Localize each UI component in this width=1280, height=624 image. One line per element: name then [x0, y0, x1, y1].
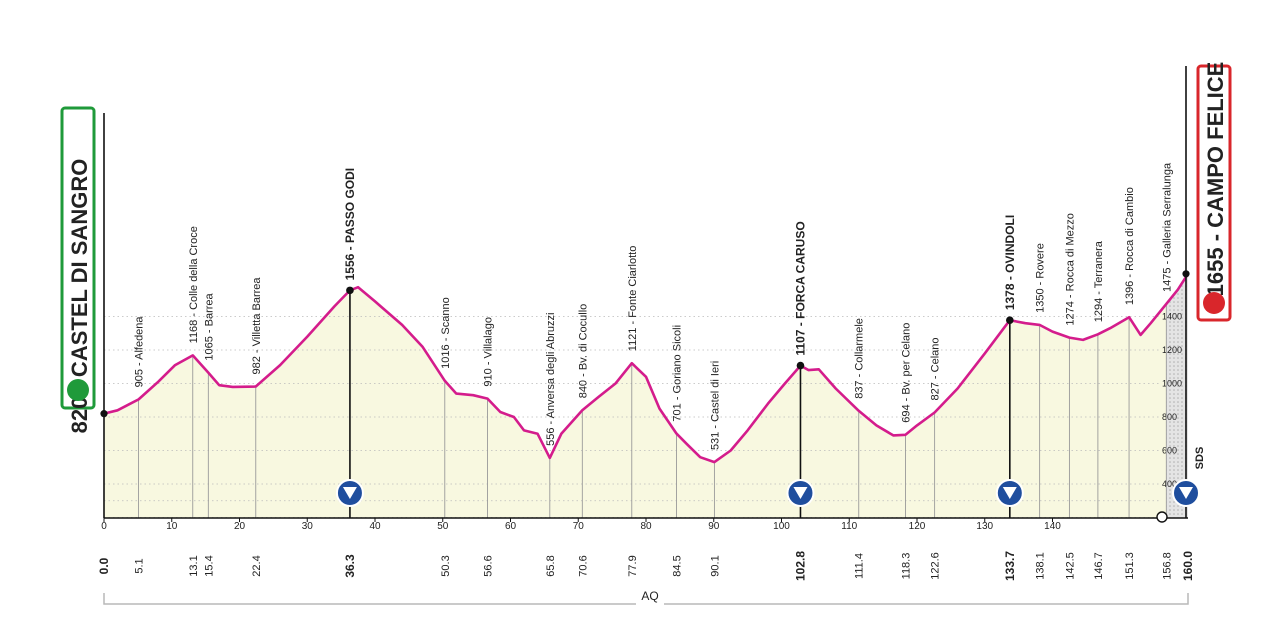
finish-dot	[1182, 270, 1190, 278]
km-label: 111.4	[854, 553, 866, 579]
y-tick-label: 1200	[1162, 345, 1182, 355]
place-label: 910 - Villalago	[482, 317, 494, 387]
y-tick-label: 1400	[1162, 312, 1182, 322]
place-label: 1350 - Rovere	[1035, 243, 1047, 313]
km-label: 146.7	[1093, 552, 1105, 580]
place-label: 982 - Villetta Barrea	[251, 277, 263, 375]
summit-dot	[346, 286, 354, 295]
km-label: 0.0	[97, 557, 111, 574]
climb-marker-triangle	[1002, 487, 1017, 499]
y-tick-label: 800	[1162, 412, 1177, 422]
km-label: 138.1	[1035, 552, 1047, 580]
place-label: 1065 - Barrea	[203, 292, 215, 360]
x-tick-label: 110	[841, 521, 857, 532]
place-label: 1168 - Colle della Croce	[188, 226, 200, 343]
km-label: 156.8	[1161, 552, 1173, 580]
km-label: 102.8	[793, 551, 807, 581]
km-label: 50.3	[440, 555, 452, 576]
start-dot	[100, 410, 108, 418]
climb-marker-icon	[786, 479, 815, 507]
x-tick-label: 70	[573, 521, 585, 532]
x-tick-label: 140	[1044, 521, 1061, 532]
km-label: 15.4	[203, 555, 215, 576]
profile-line	[103, 273, 1190, 464]
profile-area	[104, 273, 1188, 518]
km-label: 90.1	[709, 555, 721, 576]
x-tick-label: 50	[437, 521, 449, 532]
finish-label: 1655 - CAMPO FELICE	[1203, 62, 1228, 297]
x-tick-label: 30	[302, 521, 314, 532]
place-label: 1475 - Galleria Serralunga	[1161, 162, 1173, 292]
x-tick-label: 10	[166, 521, 178, 532]
x-tick-label: 80	[640, 521, 652, 532]
x-tick-label: 20	[234, 521, 246, 532]
place-label: 1556 - PASSO GODI	[343, 168, 357, 280]
km-label: 122.6	[930, 552, 942, 580]
place-label: 1121 - Fonte Ciarlotto	[627, 246, 639, 352]
finish-line-icon	[1156, 511, 1168, 523]
climb-marker-triangle	[342, 487, 357, 499]
place-label: 1016 - Scanno	[440, 297, 452, 369]
start-cyclist-icon	[67, 379, 89, 401]
place-label: 556 - Anversa degli Abruzzi	[545, 313, 557, 446]
y-tick-label: 1000	[1162, 379, 1182, 389]
x-tick-label: 120	[909, 521, 926, 532]
summit-dot	[796, 361, 805, 370]
sds-label: SDS	[1194, 447, 1206, 470]
place-label: 1274 - Rocca di Mezzo	[1064, 213, 1076, 326]
km-label: 84.5	[671, 555, 683, 576]
x-tick-label: 40	[369, 521, 381, 532]
x-tick-label: 60	[505, 521, 517, 532]
place-label: 905 - Alfedena	[134, 316, 146, 388]
km-label: 65.8	[545, 555, 557, 576]
km-label: 77.9	[627, 555, 639, 576]
place-label: 837 - Collarmele	[854, 318, 866, 399]
km-label: 133.7	[1003, 551, 1017, 581]
place-label: 827 - Celano	[930, 337, 942, 400]
x-tick-label: 130	[976, 521, 993, 532]
km-label: 142.5	[1064, 552, 1076, 580]
finish-flag: 1655 - CAMPO FELICE	[1196, 62, 1232, 322]
x-tick-label: 90	[708, 521, 720, 532]
start-flag: 820 - CASTEL DI SANGRO	[60, 106, 96, 433]
km-label: 160.0	[1181, 551, 1195, 581]
y-tick-label: 400	[1162, 479, 1177, 489]
place-label: 694 - Bv. per Celano	[900, 323, 912, 423]
place-label: 1107 - FORCA CARUSO	[793, 221, 807, 355]
x-tick-label: 100	[773, 521, 790, 532]
km-label: 151.3	[1124, 552, 1136, 580]
km-label: 118.3	[900, 553, 912, 580]
climb-marker-triangle	[793, 487, 808, 499]
x-tick-label: 0	[101, 521, 107, 532]
place-label: 1396 - Rocca di Cambio	[1124, 187, 1136, 305]
final-climb-band	[1166, 273, 1188, 518]
climb-marker-icon	[995, 479, 1024, 507]
climb-marker-triangle	[1179, 487, 1193, 499]
place-label: 531 - Castel di Ieri	[709, 361, 721, 450]
climb-marker-icon	[1172, 479, 1200, 507]
place-label: 1294 - Terranera	[1093, 240, 1105, 322]
place-label: 1378 - OVINDOLI	[1003, 215, 1017, 310]
km-label: 13.1	[188, 555, 200, 576]
y-tick-label: 600	[1162, 446, 1177, 456]
km-label: 56.6	[482, 555, 494, 576]
finish-cyclist-icon	[1203, 292, 1225, 314]
km-label: 70.6	[577, 555, 589, 576]
climb-marker-icon	[335, 479, 364, 507]
km-label: 22.4	[251, 555, 263, 576]
km-label: 5.1	[134, 558, 146, 573]
place-label: 701 - Goriano Sicoli	[671, 325, 683, 422]
km-label: 36.3	[343, 554, 357, 578]
summit-dot	[1006, 316, 1014, 324]
place-label: 840 - Bv. di Cocullo	[577, 304, 589, 399]
region-label: AQ	[641, 589, 658, 603]
